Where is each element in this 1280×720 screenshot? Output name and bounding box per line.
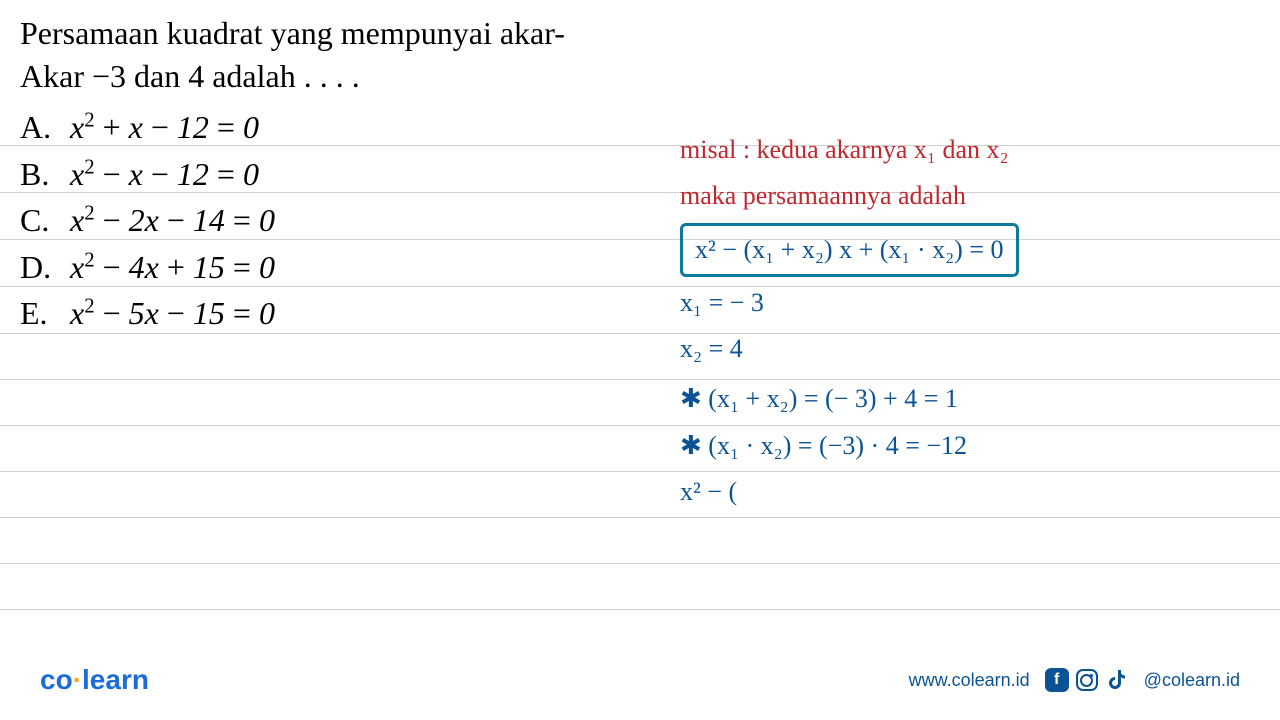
- website-url: www.colearn.id: [909, 670, 1030, 691]
- option-letter: D.: [20, 244, 70, 290]
- work-line-1: misal : kedua akarnya x₁ dan x₂: [680, 130, 1260, 170]
- social-icons: f: [1044, 667, 1130, 693]
- question-block: Persamaan kuadrat yang mempunyai akar- A…: [20, 12, 660, 336]
- option-row: A.x2 + x − 12 = 0: [20, 104, 660, 150]
- option-equation: x2 − 4x + 15 = 0: [70, 244, 275, 290]
- tiktok-icon: [1104, 667, 1130, 693]
- work-line-6: ✱ (x₁ + x₂) = (− 3) + 4 = 1: [680, 379, 1260, 419]
- instagram-icon: [1074, 667, 1100, 693]
- facebook-icon: f: [1044, 667, 1070, 693]
- work-formula-box: x² − (x₁ + x₂) x + (x₁ · x₂) = 0: [680, 223, 1260, 277]
- social-handle: @colearn.id: [1144, 670, 1240, 691]
- option-row: C.x2 − 2x − 14 = 0: [20, 197, 660, 243]
- question-line-2: Akar −3 dan 4 adalah . . . .: [20, 55, 660, 98]
- work-line-2: maka persamaannya adalah: [680, 176, 1260, 216]
- option-equation: x2 − x − 12 = 0: [70, 151, 259, 197]
- option-equation: x2 − 2x − 14 = 0: [70, 197, 275, 243]
- work-line-4: x₁ = − 3: [680, 283, 1260, 323]
- work-line-7: ✱ (x₁ · x₂) = (−3) · 4 = −12: [680, 426, 1260, 466]
- logo-part-b: learn: [82, 664, 149, 695]
- question-line-1: Persamaan kuadrat yang mempunyai akar-: [20, 12, 660, 55]
- handwritten-work: misal : kedua akarnya x₁ dan x₂ maka per…: [680, 130, 1260, 518]
- boxed-formula: x² − (x₁ + x₂) x + (x₁ · x₂) = 0: [680, 223, 1019, 277]
- options-list: A.x2 + x − 12 = 0B.x2 − x − 12 = 0C.x2 −…: [20, 104, 660, 336]
- question-line2-math: −3 dan 4: [92, 58, 204, 94]
- option-row: B.x2 − x − 12 = 0: [20, 151, 660, 197]
- logo-part-a: co: [40, 664, 73, 695]
- option-equation: x2 − 5x − 15 = 0: [70, 290, 275, 336]
- colearn-logo: co·learn: [40, 664, 149, 696]
- option-row: D.x2 − 4x + 15 = 0: [20, 244, 660, 290]
- work-line-5: x₂ = 4: [680, 329, 1260, 369]
- question-line2-prefix: Akar: [20, 58, 92, 94]
- option-letter: C.: [20, 197, 70, 243]
- footer: co·learn www.colearn.id f @colearn.id: [0, 660, 1280, 700]
- option-letter: A.: [20, 104, 70, 150]
- option-row: E.x2 − 5x − 15 = 0: [20, 290, 660, 336]
- question-line2-suffix: adalah . . . .: [204, 58, 360, 94]
- option-letter: E.: [20, 290, 70, 336]
- footer-right: www.colearn.id f @colearn.id: [909, 667, 1240, 693]
- work-line-8: x² − (: [680, 472, 1260, 512]
- logo-dot: ·: [73, 664, 82, 695]
- option-equation: x2 + x − 12 = 0: [70, 104, 259, 150]
- option-letter: B.: [20, 151, 70, 197]
